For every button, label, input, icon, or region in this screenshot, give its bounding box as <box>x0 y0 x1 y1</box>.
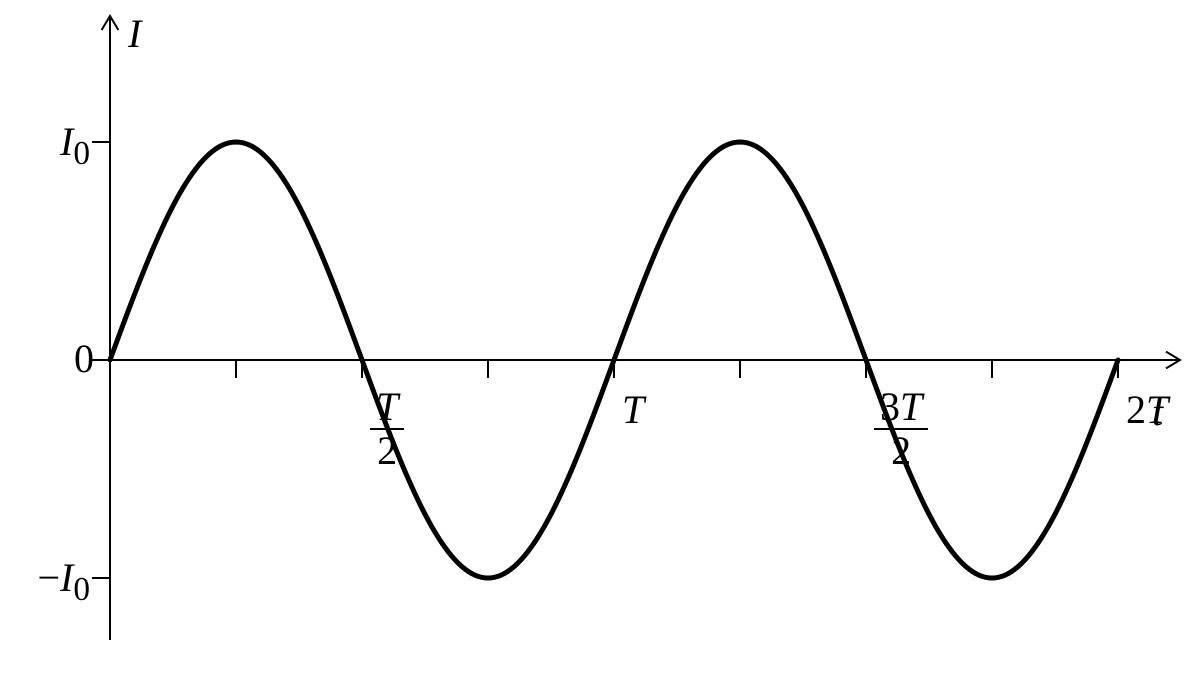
y-tick-label: −I0 <box>37 554 90 609</box>
plot-svg <box>0 0 1200 697</box>
x-tick-label: T <box>622 386 644 433</box>
y-tick-label: I0 <box>60 118 90 173</box>
sine-plot: I t 0 I0−I0 T2T3T22T <box>0 0 1200 697</box>
x-tick-label: T2 <box>370 386 404 472</box>
x-tick-label: 3T2 <box>874 386 928 472</box>
y-axis-label: I <box>128 10 141 57</box>
x-tick-label: 2T <box>1126 386 1168 433</box>
origin-label: 0 <box>74 335 94 382</box>
